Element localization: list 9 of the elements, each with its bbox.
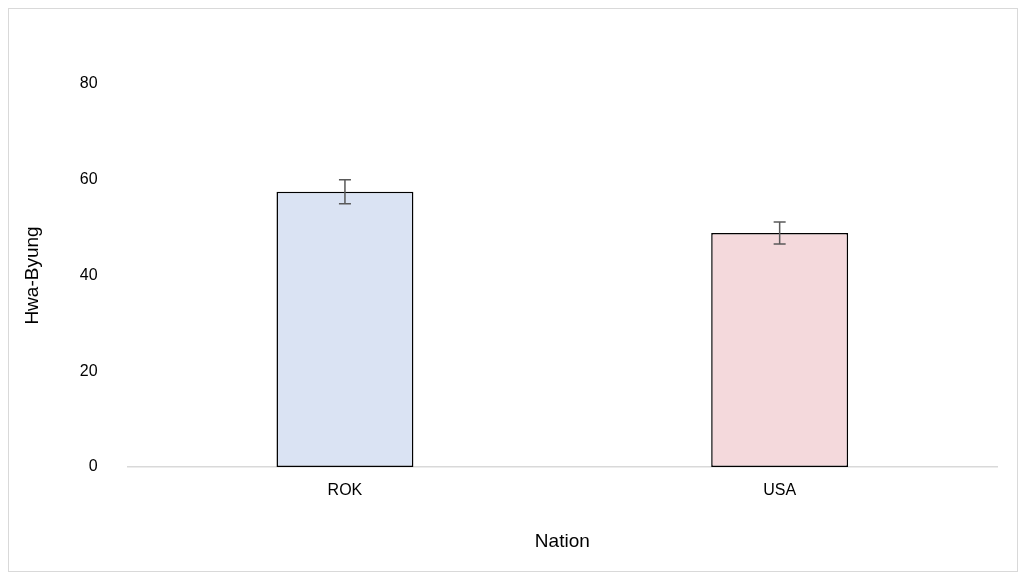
x-axis-title: Nation: [534, 529, 590, 551]
y-tick-label: 80: [79, 74, 98, 92]
y-tick-label: 60: [79, 170, 98, 188]
y-axis-title: Hwa-Byung: [20, 226, 42, 325]
y-tick-label: 40: [79, 265, 98, 283]
x-tick-label: ROK: [327, 481, 363, 499]
x-tick-label: USA: [763, 481, 797, 499]
y-tick-label: 0: [88, 457, 98, 475]
y-tick-label: 20: [79, 361, 98, 379]
